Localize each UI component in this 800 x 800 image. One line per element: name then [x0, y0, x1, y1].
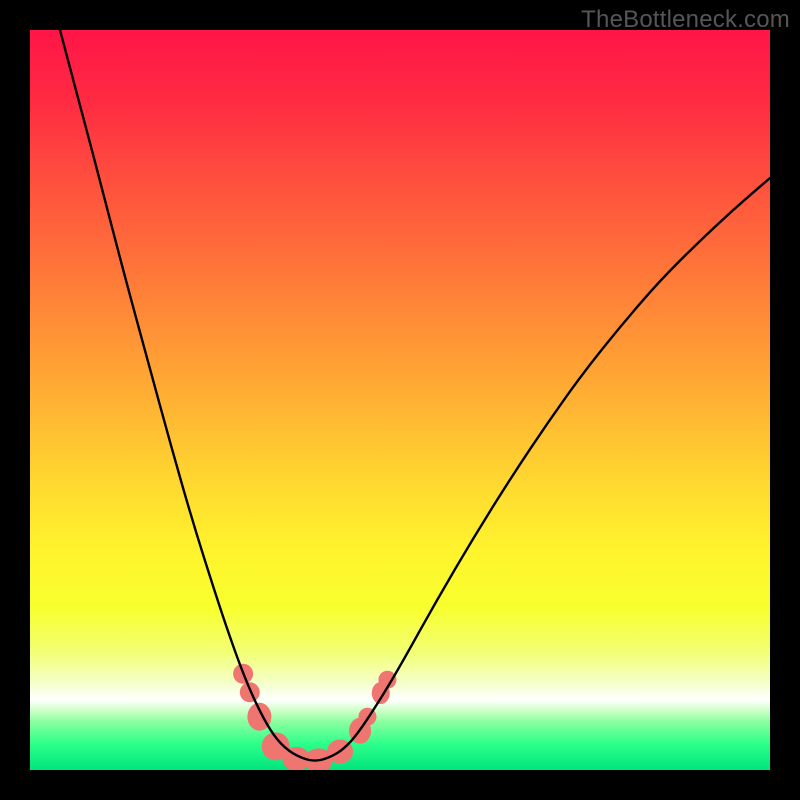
- gradient-background: [30, 30, 770, 770]
- marker-point: [240, 682, 260, 702]
- outer-frame: TheBottleneck.com: [0, 0, 800, 800]
- plot-area: [30, 30, 770, 770]
- chart-svg: [30, 30, 770, 770]
